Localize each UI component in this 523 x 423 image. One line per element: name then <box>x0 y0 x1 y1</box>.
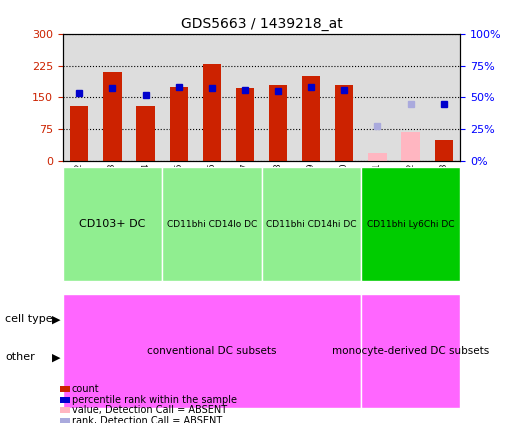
Bar <box>335 85 354 161</box>
FancyBboxPatch shape <box>361 167 460 281</box>
Bar <box>328 34 361 161</box>
Bar <box>203 64 221 161</box>
Text: ▶: ▶ <box>52 314 61 324</box>
Bar <box>169 87 188 161</box>
Text: rank, Detection Call = ABSENT: rank, Detection Call = ABSENT <box>72 416 222 423</box>
Text: percentile rank within the sample: percentile rank within the sample <box>72 395 236 405</box>
Bar <box>394 34 427 161</box>
FancyBboxPatch shape <box>162 167 262 281</box>
Bar <box>70 106 88 161</box>
Bar <box>162 34 195 161</box>
Bar <box>96 34 129 161</box>
Text: monocyte-derived DC subsets: monocyte-derived DC subsets <box>332 346 489 356</box>
Bar <box>402 132 419 161</box>
Bar <box>269 85 287 161</box>
Text: value, Detection Call = ABSENT: value, Detection Call = ABSENT <box>72 405 227 415</box>
Text: conventional DC subsets: conventional DC subsets <box>147 346 277 356</box>
Bar <box>104 72 121 161</box>
Text: count: count <box>72 384 99 394</box>
Bar <box>361 34 394 161</box>
Bar <box>63 34 96 161</box>
FancyBboxPatch shape <box>361 294 460 408</box>
Bar <box>236 88 254 161</box>
FancyBboxPatch shape <box>63 294 361 408</box>
Bar <box>302 76 320 161</box>
Bar <box>195 34 229 161</box>
Text: CD11bhi CD14lo DC: CD11bhi CD14lo DC <box>167 220 257 229</box>
Bar <box>229 34 262 161</box>
Bar <box>129 34 162 161</box>
Bar <box>137 106 155 161</box>
FancyBboxPatch shape <box>262 167 361 281</box>
Bar <box>427 34 460 161</box>
Bar <box>262 34 294 161</box>
FancyBboxPatch shape <box>63 167 162 281</box>
Title: GDS5663 / 1439218_at: GDS5663 / 1439218_at <box>180 17 343 31</box>
Text: other: other <box>5 352 35 363</box>
Bar <box>294 34 328 161</box>
Bar <box>368 153 386 161</box>
Text: CD11bhi CD14hi DC: CD11bhi CD14hi DC <box>266 220 357 229</box>
Text: CD11bhi Ly6Chi DC: CD11bhi Ly6Chi DC <box>367 220 454 229</box>
Text: cell type: cell type <box>5 314 53 324</box>
Text: ▶: ▶ <box>52 352 61 363</box>
Text: CD103+ DC: CD103+ DC <box>79 219 145 229</box>
Bar <box>435 140 453 161</box>
